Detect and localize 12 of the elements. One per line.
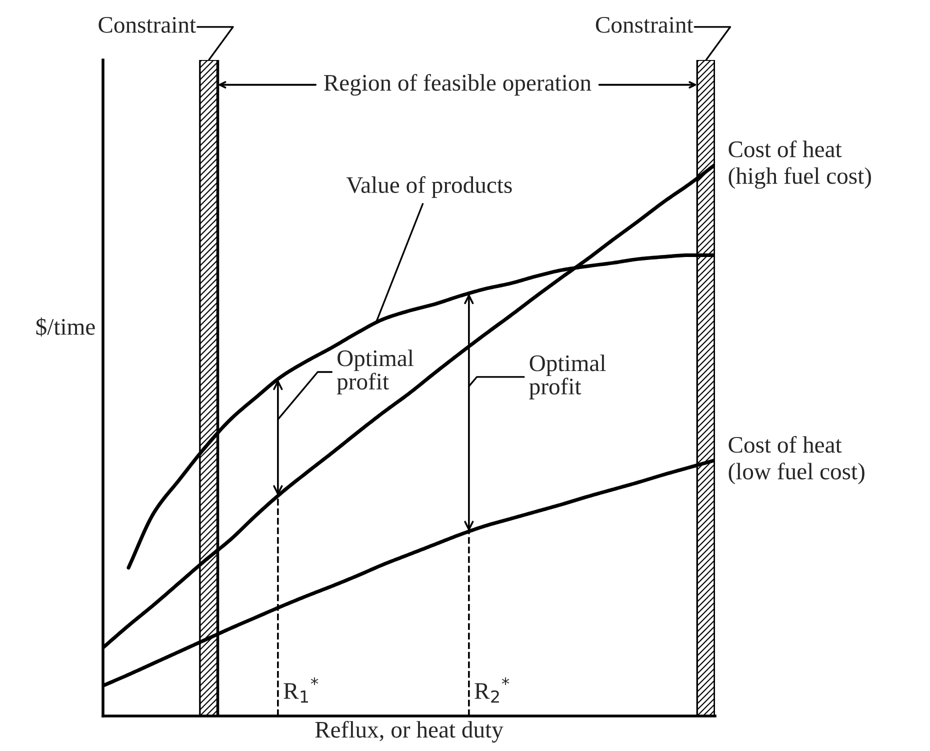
legend-label: Cost of heat (high fuel cost) <box>728 140 871 189</box>
legend-label: Cost of heat (low fuel cost) <box>728 436 864 484</box>
annotation: R$_{2}$$^{*}$ <box>474 677 510 703</box>
text: Constraint <box>596 16 694 33</box>
text: Value of products <box>346 176 512 198</box>
x-axis-title: Reflux, or heat duty <box>315 720 504 743</box>
annotation: R$_{1}$$^{*}$ <box>284 677 318 703</box>
annotation: Optimal profit <box>336 350 414 394</box>
text: Region of feasible operation <box>324 74 592 96</box>
annotation: Optimal profit <box>529 354 606 400</box>
y-axis-title: $/time <box>36 318 95 336</box>
text: Constraint <box>98 16 196 33</box>
